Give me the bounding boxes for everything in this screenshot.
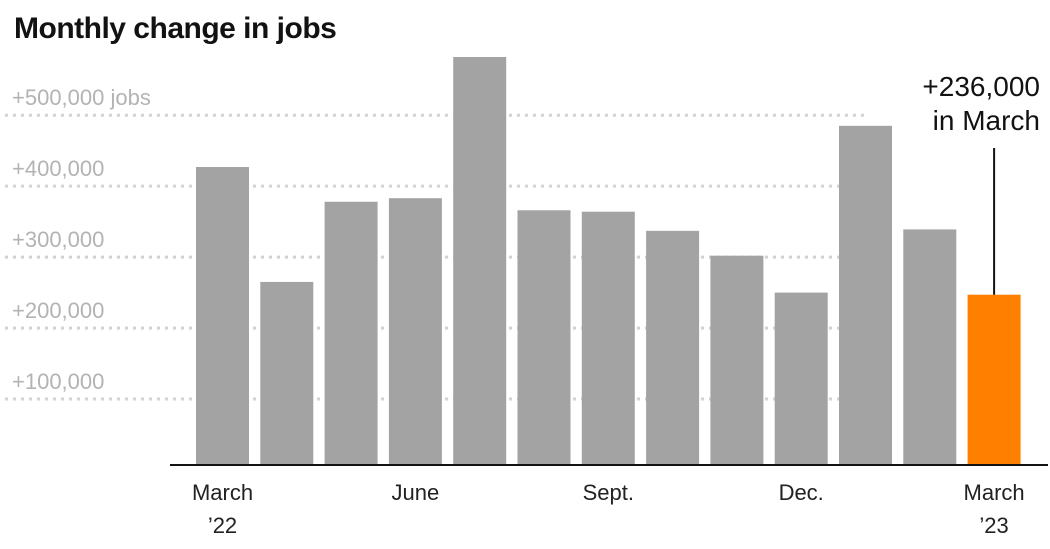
bar-10 (839, 125, 892, 466)
bar-7 (646, 230, 700, 465)
bar-5 (517, 210, 571, 465)
y-tick-label: +100,000 (12, 369, 104, 394)
x-tick-label: Dec. (779, 480, 824, 505)
x-tick-label: ’22 (208, 513, 237, 538)
annotation-label: in March (933, 105, 1040, 136)
bar-2 (324, 201, 378, 466)
bar-9 (774, 292, 828, 465)
bar-0 (196, 166, 249, 465)
bar-6 (581, 211, 635, 465)
x-tick-label: March (192, 480, 253, 505)
x-tick-label: June (392, 480, 440, 505)
y-tick-label: +300,000 (12, 227, 104, 252)
bar-4 (453, 57, 507, 465)
annotation-label: +236,000 (922, 71, 1040, 102)
chart-title: Monthly change in jobs (14, 12, 337, 45)
bar-8 (710, 255, 764, 465)
y-tick-label: +400,000 (12, 156, 104, 181)
y-tick-label: +500,000 jobs (12, 85, 151, 110)
bar-12 (967, 294, 1021, 465)
y-tick-label: +200,000 (12, 298, 104, 323)
bar-3 (388, 198, 442, 465)
bar-1 (260, 281, 314, 465)
x-tick-label: March (964, 480, 1025, 505)
x-tick-label: Sept. (583, 480, 634, 505)
bar-11 (903, 229, 957, 465)
x-tick-label: ’23 (979, 513, 1008, 538)
